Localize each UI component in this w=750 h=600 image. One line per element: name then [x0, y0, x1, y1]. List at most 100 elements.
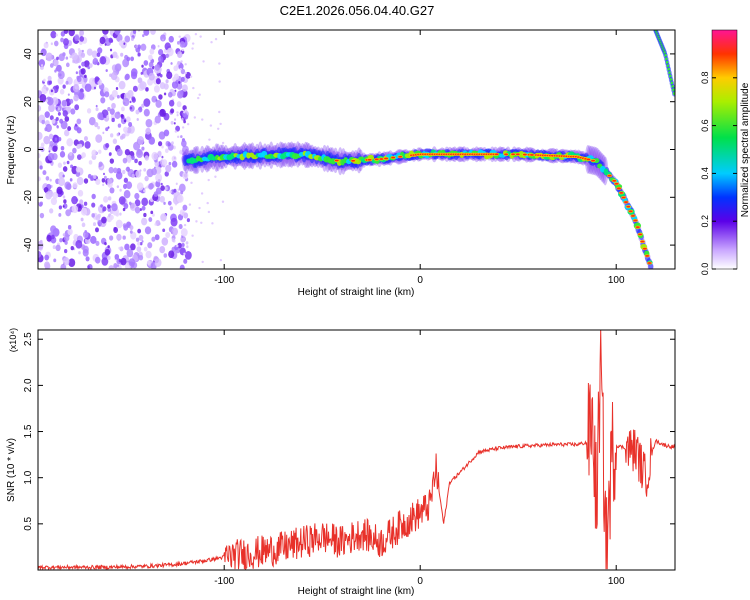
noise-speckle: [129, 106, 133, 110]
noise-speckle: [53, 258, 57, 263]
noise-speckle: [109, 187, 115, 194]
noise-speckle: [65, 209, 71, 217]
noise-speckle: [52, 145, 58, 152]
noise-speckle: [143, 30, 150, 36]
noise-speckle: [116, 33, 123, 43]
noise-speckle: [93, 174, 97, 179]
noise-speckle: [118, 196, 126, 205]
noise-speckle: [73, 124, 79, 131]
noise-speckle: [184, 108, 188, 112]
noise-speckle: [130, 56, 135, 62]
noise-speckle: [129, 225, 134, 231]
noise-speckle: [164, 171, 169, 177]
noise-speckle: [97, 125, 100, 130]
noise-speckle: [155, 99, 162, 108]
noise-speckle: [94, 76, 100, 82]
noise-speckle: [119, 188, 122, 192]
noise-speckle: [97, 47, 103, 54]
noise-speckle: [145, 250, 152, 259]
noise-speckle: [135, 109, 140, 115]
noise-speckle: [151, 151, 159, 161]
noise-speckle: [108, 152, 112, 156]
noise-speckle: [158, 55, 164, 63]
noise-speckle: [51, 234, 55, 240]
noise-speckle: [206, 201, 209, 205]
noise-speckle: [141, 205, 146, 211]
noise-speckle: [63, 234, 70, 242]
noise-speckle: [123, 224, 129, 231]
noise-speckle: [159, 245, 166, 254]
noise-speckle: [131, 173, 135, 178]
snr-x-label: Height of straight line (km): [298, 586, 415, 597]
noise-speckle: [211, 222, 214, 225]
noise-speckle: [169, 206, 174, 211]
noise-speckle: [135, 44, 138, 49]
noise-speckle: [80, 52, 86, 58]
noise-speckle: [171, 155, 177, 162]
noise-speckle: [67, 93, 70, 96]
noise-speckle: [148, 61, 154, 68]
noise-speckle: [145, 87, 149, 92]
signal-hot-core: [391, 156, 396, 159]
noise-speckle: [75, 239, 83, 249]
noise-speckle: [191, 42, 195, 45]
noise-speckle: [151, 95, 157, 103]
noise-speckle: [159, 108, 166, 118]
noise-speckle: [76, 154, 82, 160]
noise-speckle: [86, 108, 92, 114]
noise-speckle: [52, 191, 59, 199]
noise-speckle: [116, 185, 120, 189]
noise-speckle: [197, 96, 200, 100]
noise-speckle: [73, 94, 79, 102]
noise-speckle: [168, 250, 175, 259]
noise-speckle: [66, 183, 72, 190]
noise-speckle: [219, 122, 222, 126]
noise-speckle: [114, 253, 120, 260]
noise-speckle: [163, 129, 170, 137]
noise-speckle: [115, 212, 119, 217]
noise-speckle: [67, 228, 73, 236]
noise-speckle: [141, 197, 149, 207]
noise-speckle: [221, 200, 225, 203]
noise-speckle: [122, 207, 126, 212]
noise-speckle: [129, 202, 137, 211]
noise-speckle: [122, 235, 126, 240]
noise-speckle: [53, 59, 59, 66]
noise-speckle: [167, 200, 172, 206]
noise-speckle: [181, 117, 184, 121]
snr-x-tick-label: 100: [608, 576, 625, 587]
spectrogram-y-tick-label: 0: [23, 146, 34, 152]
noise-speckle: [84, 136, 88, 142]
noise-speckle: [186, 218, 190, 223]
noise-speckle: [71, 205, 79, 214]
noise-speckle: [54, 69, 57, 73]
noise-speckle: [143, 60, 149, 66]
noise-speckle: [56, 125, 60, 129]
noise-speckle: [115, 87, 119, 91]
noise-speckle: [117, 123, 122, 128]
noise-speckle: [160, 34, 166, 42]
noise-speckle: [62, 38, 69, 46]
noise-speckle: [46, 234, 52, 242]
noise-speckle: [41, 119, 46, 125]
noise-speckle: [210, 148, 213, 152]
noise-speckle: [128, 201, 132, 205]
noise-speckle: [76, 118, 82, 125]
noise-speckle: [95, 240, 100, 246]
noise-speckle: [48, 133, 54, 140]
spectrogram-heatmap: [38, 30, 675, 269]
noise-speckle: [166, 47, 174, 57]
noise-speckle: [185, 71, 191, 79]
colorbar-tick-label: 0.4: [700, 167, 710, 180]
noise-speckle: [116, 94, 120, 99]
snr-series-line: [38, 330, 675, 570]
noise-speckle: [110, 133, 114, 138]
signal-hot-core: [591, 159, 596, 162]
noise-speckle: [64, 129, 70, 137]
noise-speckle: [173, 65, 179, 72]
noise-speckle: [130, 37, 134, 42]
snr-panel: -100 0 100 0.5 1.0 1.5 2.0 2.5 (x10⁴) Height o…: [6, 328, 676, 597]
noise-speckle: [137, 52, 141, 57]
noise-speckle: [62, 195, 66, 199]
